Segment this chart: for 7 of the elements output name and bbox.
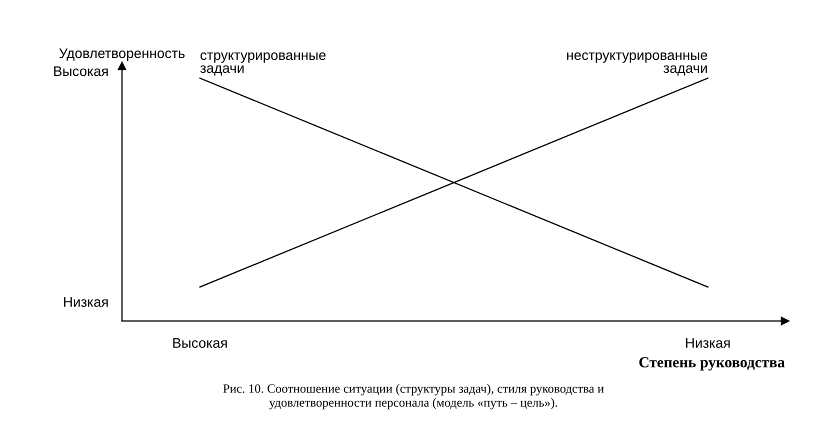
text: Рис. 10. Соотношение ситуации (структуры задач), стиля руководства и удовлетворенности персонала (модель «путь – цель»).	[223, 384, 604, 410]
x-axis-title: Степень руководства	[639, 357, 785, 371]
text: Высокая	[54, 66, 108, 76]
series-label: неструктурированные задачи	[567, 52, 708, 76]
y-axis-title: Удовлетворенность	[59, 48, 185, 61]
text: Низкая	[64, 297, 108, 307]
series-label: структурированные задачи	[200, 52, 326, 76]
